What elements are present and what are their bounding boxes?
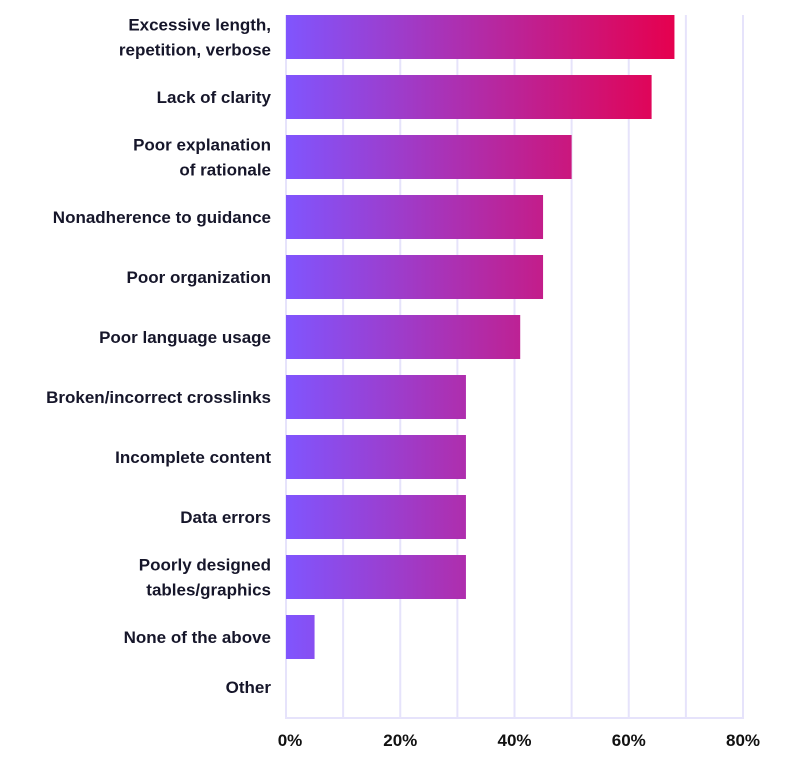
- category-label: Data errors: [180, 508, 271, 527]
- category-label: None of the above: [124, 628, 271, 647]
- category-label: Poor organization: [127, 268, 272, 287]
- x-tick-label: 40%: [497, 731, 531, 750]
- bars: [286, 15, 675, 659]
- bar: [286, 615, 315, 659]
- category-label: Nonadherence to guidance: [53, 208, 271, 227]
- bar: [286, 75, 652, 119]
- bar: [286, 195, 544, 239]
- x-tick-label: 60%: [612, 731, 646, 750]
- category-labels: Excessive length, repetition, verbose Lack…: [46, 16, 271, 698]
- category-label: tables/graphics: [146, 581, 271, 600]
- bar: [286, 15, 675, 59]
- category-label: Poorly designed: [139, 556, 271, 575]
- category-label: Excessive length,: [128, 16, 271, 35]
- bar: [286, 495, 466, 539]
- x-tick-label: 0%: [278, 731, 303, 750]
- category-label: Broken/incorrect crosslinks: [46, 388, 271, 407]
- category-label: Other: [226, 678, 272, 697]
- bar: [286, 135, 572, 179]
- category-label: Incomplete content: [115, 448, 271, 467]
- bar: [286, 435, 466, 479]
- bar: [286, 555, 466, 599]
- x-tick-label: 20%: [383, 731, 417, 750]
- x-tick-label: 80%: [726, 731, 760, 750]
- category-label: Poor explanation: [133, 136, 271, 155]
- bar: [286, 315, 521, 359]
- category-label: Lack of clarity: [157, 88, 272, 107]
- x-axis-tick-labels: 0% 20% 40% 60% 80%: [278, 731, 760, 750]
- gridlines: [285, 15, 744, 719]
- category-label: of rationale: [179, 161, 271, 180]
- bar: [286, 255, 544, 299]
- category-label: repetition, verbose: [119, 41, 271, 60]
- bar: [286, 375, 466, 419]
- category-label: Poor language usage: [99, 328, 271, 347]
